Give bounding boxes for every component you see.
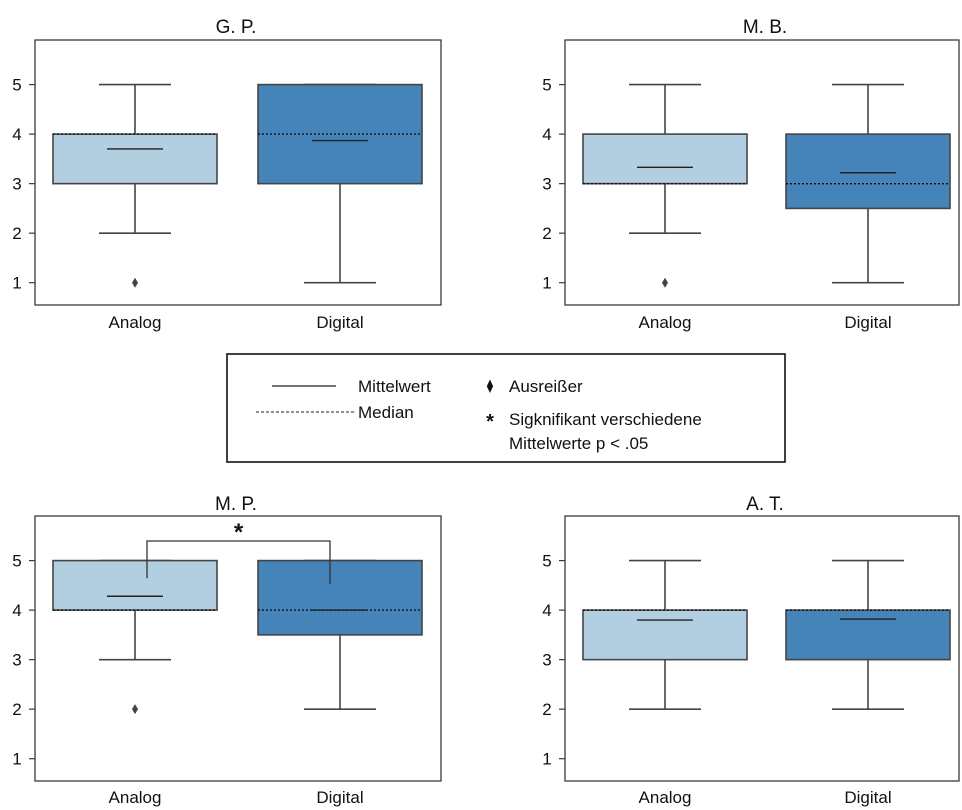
plot-frame <box>34 515 442 782</box>
y-tick-label: 2 <box>542 700 551 719</box>
x-tick-label-digital: Digital <box>316 313 363 332</box>
plot-frame <box>564 39 960 306</box>
x-tick-label-digital: Digital <box>844 788 891 807</box>
x-tick-label-digital: Digital <box>316 788 363 807</box>
panel-marks <box>582 559 951 710</box>
panel-mp: M. P. * 1 2 3 4 5 Analog Digital <box>12 494 442 807</box>
box-digital <box>785 133 951 210</box>
y-tick-label: 3 <box>12 175 21 194</box>
y-tick-label: 5 <box>12 552 21 571</box>
legend-median-label: Median <box>358 403 414 422</box>
y-tick-label: 1 <box>542 274 551 293</box>
y-tick-label: 4 <box>12 601 21 620</box>
box-analog <box>52 559 218 611</box>
y-tick-label: 4 <box>12 125 21 144</box>
y-tick-label: 1 <box>12 750 21 769</box>
panel-title: M. P. <box>215 494 257 515</box>
plot-frame <box>564 515 960 782</box>
y-axis-ticks: 1 2 3 4 5 <box>542 76 565 293</box>
legend-sig-symbol: * <box>486 411 494 433</box>
box-analog <box>582 609 748 661</box>
panel-title: G. P. <box>216 17 257 38</box>
box-analog <box>582 133 748 185</box>
x-tick-label-digital: Digital <box>844 313 891 332</box>
legend-outlier-symbol: ⧫ <box>487 378 494 394</box>
x-tick-label-analog: Analog <box>109 788 162 807</box>
y-tick-label: 4 <box>542 125 551 144</box>
outlier-marker <box>132 277 138 288</box>
legend-mean-label: Mittelwert <box>358 377 431 396</box>
box-analog <box>52 133 218 185</box>
significance-bracket <box>146 540 331 585</box>
panel-title: M. B. <box>743 17 787 38</box>
panel-marks <box>52 83 423 288</box>
y-tick-label: 5 <box>12 76 21 95</box>
y-tick-label: 3 <box>542 175 551 194</box>
x-tick-label-analog: Analog <box>639 788 692 807</box>
y-tick-label: 4 <box>542 601 551 620</box>
y-axis-ticks: 1 2 3 4 5 <box>542 552 565 769</box>
legend: Mittelwert Median ⧫ Ausreißer * Sigknifi… <box>226 353 786 463</box>
x-tick-label-analog: Analog <box>109 313 162 332</box>
y-tick-label: 1 <box>542 750 551 769</box>
panel-at: A. T. 1 2 3 4 5 Analog Digital <box>542 494 960 807</box>
panel-mb: M. B. 1 2 3 4 5 Analog Digital <box>542 17 960 332</box>
legend-outlier-label: Ausreißer <box>509 377 583 396</box>
y-axis-ticks: 1 2 3 4 5 <box>12 552 35 769</box>
panel-marks: * <box>52 519 423 715</box>
y-tick-label: 1 <box>12 274 21 293</box>
x-tick-label-analog: Analog <box>639 313 692 332</box>
y-axis-ticks: 1 2 3 4 5 <box>12 76 35 293</box>
legend-sig-label-line1: Sigknifikant verschiedene <box>509 410 702 429</box>
box-digital <box>257 559 423 636</box>
outlier-marker <box>662 277 668 288</box>
y-tick-label: 5 <box>542 76 551 95</box>
significance-star: * <box>234 519 244 546</box>
box-digital <box>785 609 951 661</box>
y-tick-label: 3 <box>12 651 21 670</box>
y-tick-label: 2 <box>12 700 21 719</box>
y-tick-label: 2 <box>12 224 21 243</box>
y-tick-label: 3 <box>542 651 551 670</box>
panel-gp: G. P. 1 2 3 4 5 Analog Digital <box>12 17 442 332</box>
panel-title: A. T. <box>746 494 784 515</box>
legend-sig-label-line2: Mittelwerte p < .05 <box>509 434 648 453</box>
panel-marks <box>582 83 951 288</box>
outlier-marker <box>132 704 138 715</box>
plot-frame <box>34 39 442 306</box>
legend-box <box>226 353 786 463</box>
y-tick-label: 2 <box>542 224 551 243</box>
y-tick-label: 5 <box>542 552 551 571</box>
